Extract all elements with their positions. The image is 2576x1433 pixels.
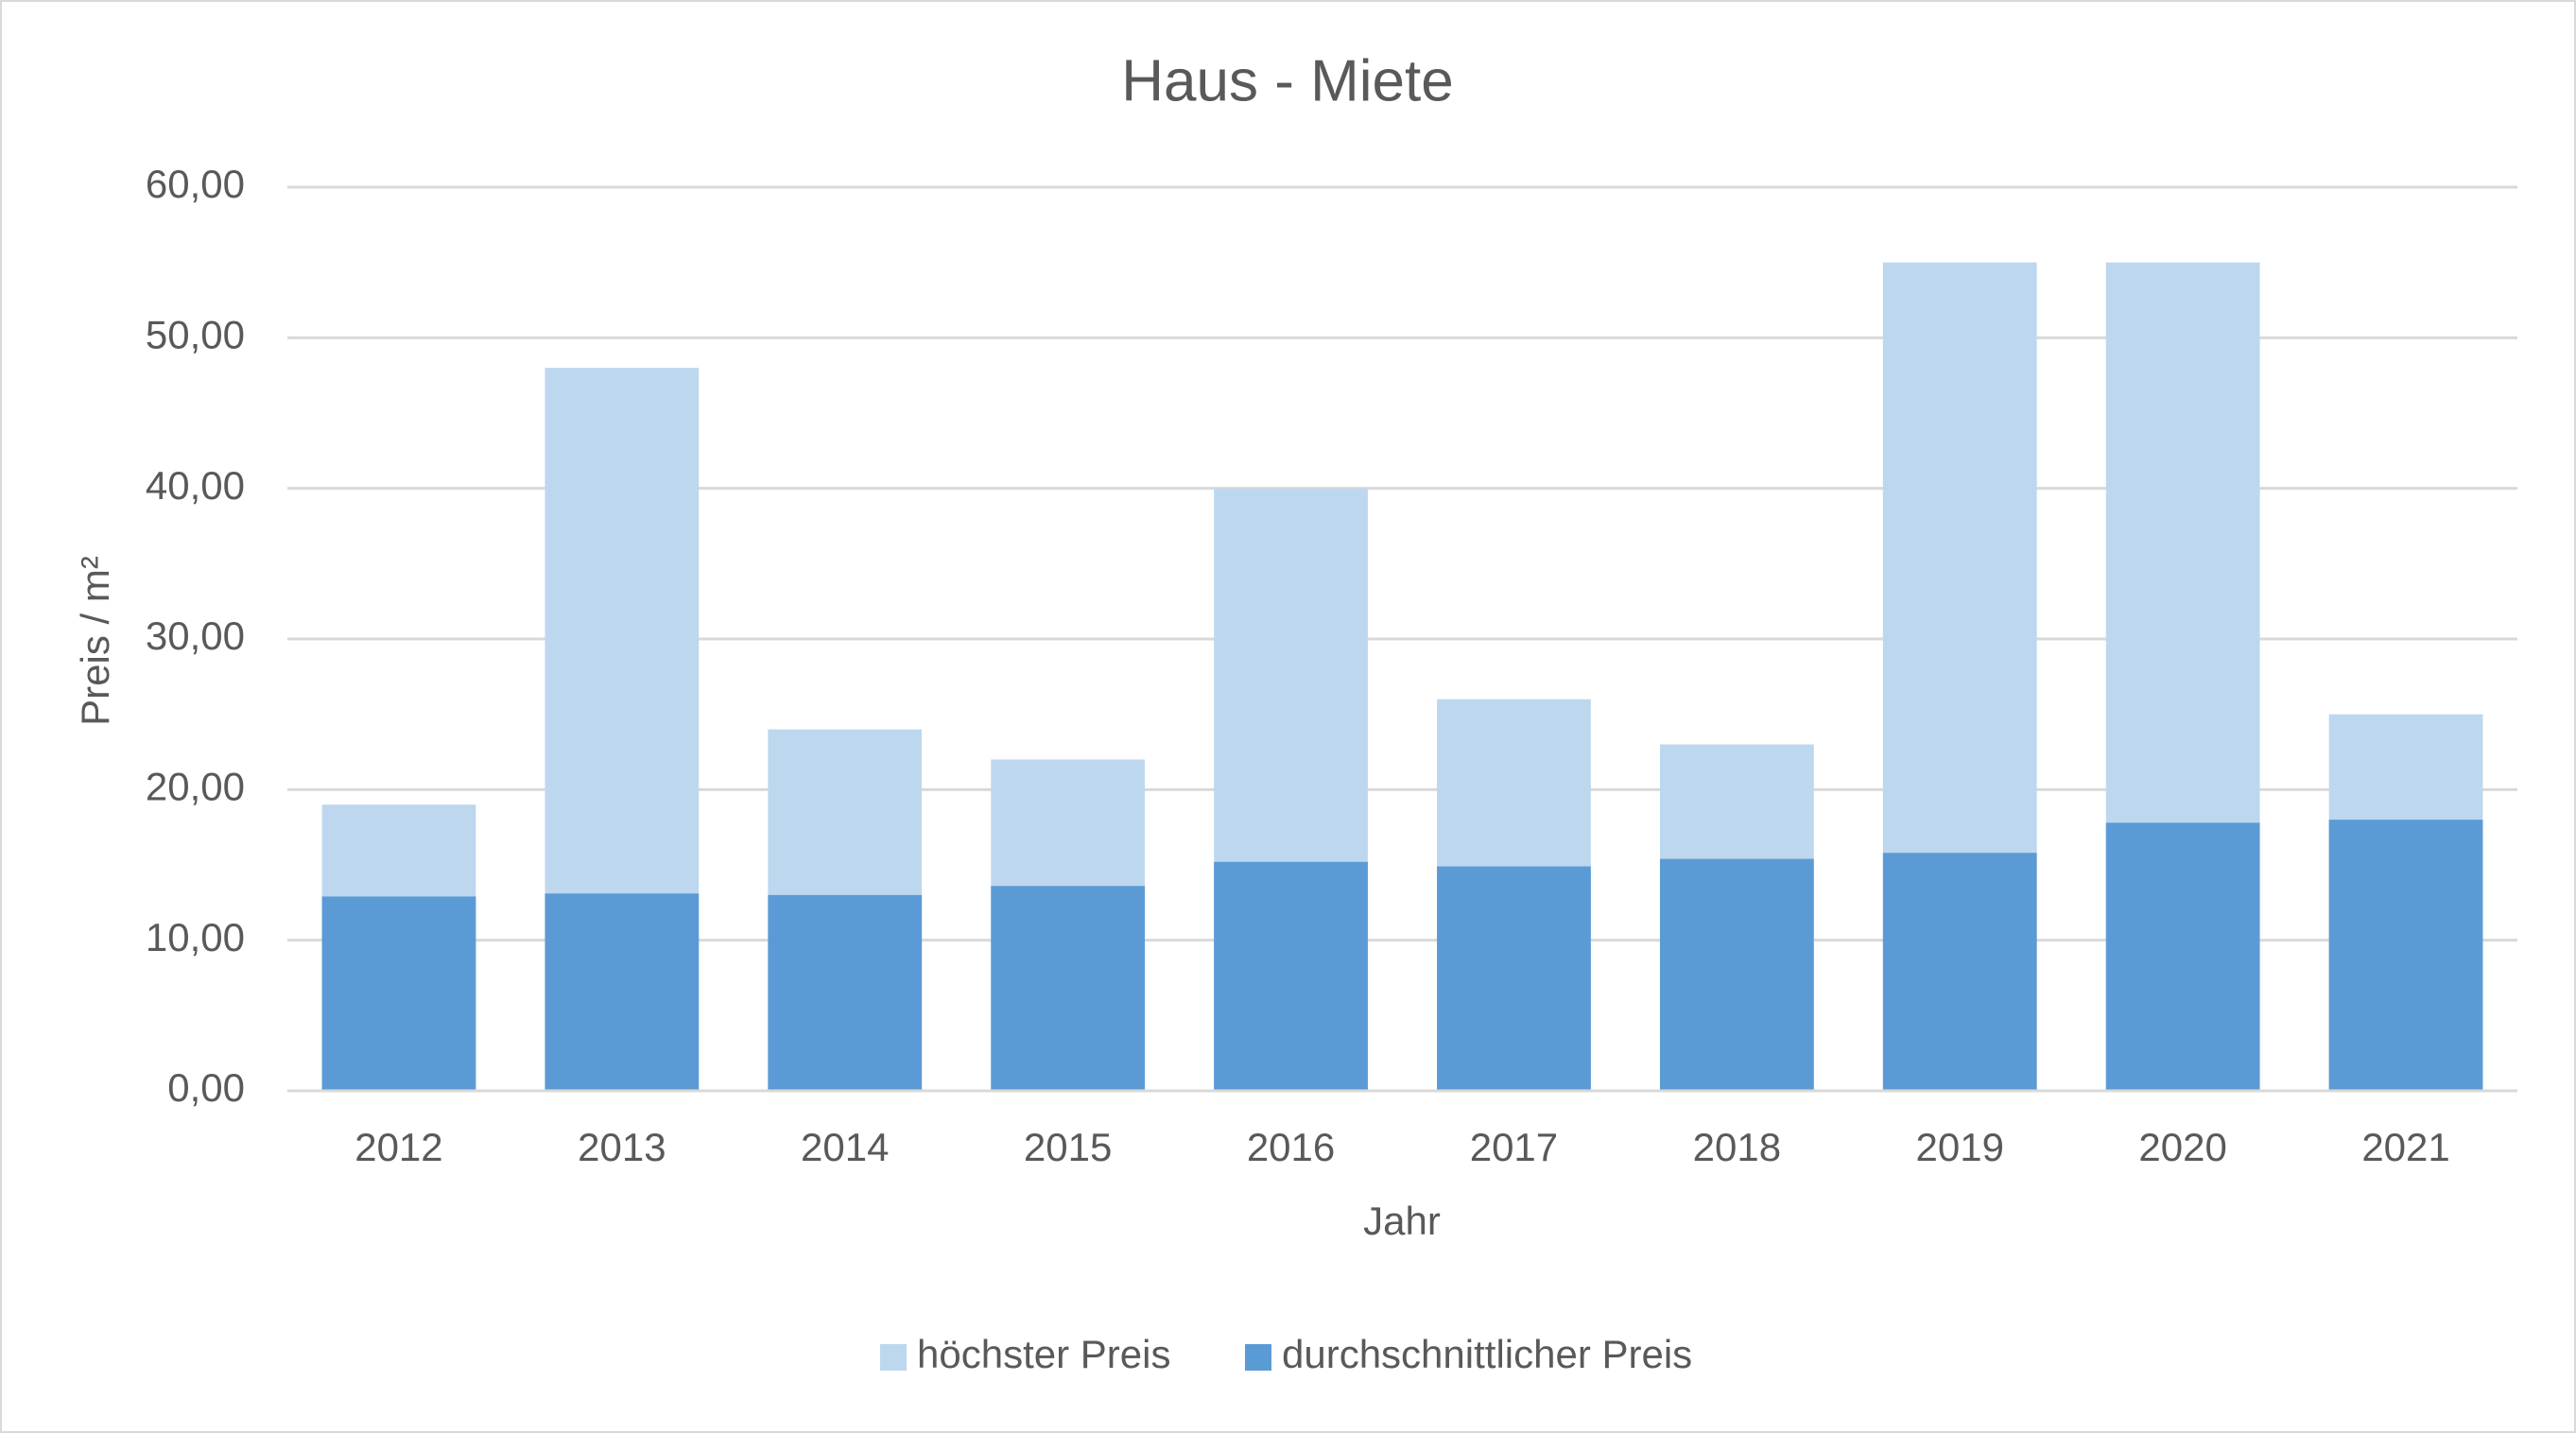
legend-swatch xyxy=(880,1344,907,1371)
legend-label: durchschnittlicher Preis xyxy=(1282,1332,1692,1376)
y-axis-label: Preis / m² xyxy=(73,556,117,726)
x-tick-label: 2013 xyxy=(578,1125,666,1169)
bar xyxy=(991,886,1146,1091)
y-tick-label: 0,00 xyxy=(167,1065,245,1110)
bar xyxy=(2105,822,2260,1091)
x-tick-label: 2020 xyxy=(2138,1125,2226,1169)
chart-title: Haus - Miete xyxy=(1121,48,1453,113)
y-tick-label: 10,00 xyxy=(146,915,245,959)
y-tick-label: 20,00 xyxy=(146,764,245,808)
x-tick-label: 2017 xyxy=(1470,1125,1558,1169)
bar xyxy=(545,893,700,1091)
y-tick-label: 50,00 xyxy=(146,312,245,356)
x-tick-label: 2014 xyxy=(801,1125,889,1169)
bar xyxy=(2328,820,2483,1091)
y-tick-label: 60,00 xyxy=(146,162,245,206)
bar xyxy=(1659,858,1814,1091)
x-tick-label: 2015 xyxy=(1024,1125,1112,1169)
bar xyxy=(1882,853,2037,1091)
bar xyxy=(1214,861,1368,1091)
legend-swatch xyxy=(1245,1344,1271,1371)
bar xyxy=(768,894,923,1091)
x-tick-label: 2012 xyxy=(354,1125,442,1169)
y-tick-label: 40,00 xyxy=(146,463,245,508)
bar xyxy=(1437,866,1591,1091)
x-tick-label: 2018 xyxy=(1693,1125,1781,1169)
legend-label: höchster Preis xyxy=(917,1332,1170,1376)
x-tick-label: 2021 xyxy=(2361,1125,2449,1169)
x-tick-label: 2016 xyxy=(1247,1125,1335,1169)
bar xyxy=(321,896,476,1091)
x-axis-label: Jahr xyxy=(1363,1199,1441,1243)
x-tick-label: 2019 xyxy=(1916,1125,2004,1169)
y-tick-label: 30,00 xyxy=(146,613,245,658)
